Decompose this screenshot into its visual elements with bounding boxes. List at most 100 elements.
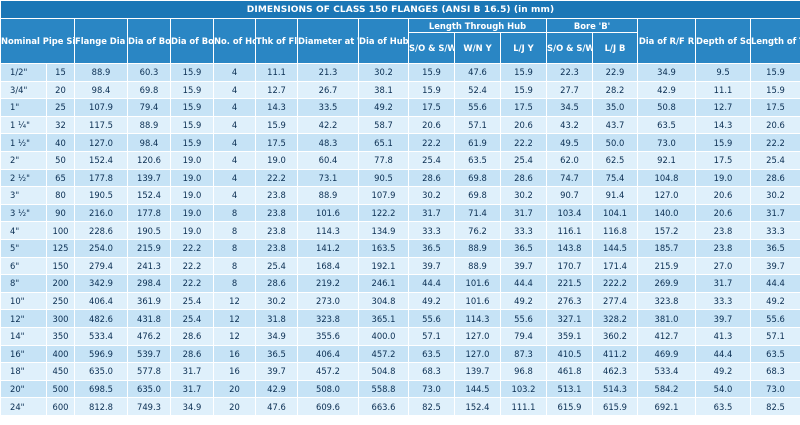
table-cell: 73.0: [637, 133, 696, 152]
table-cell: 812.8: [74, 397, 128, 416]
table-cell: 410.5: [546, 344, 593, 364]
table-cell: 41.3: [695, 326, 751, 346]
cell-nominal-mm: 450: [46, 362, 75, 381]
table-cell: 17.5: [255, 133, 298, 152]
table-cell: 342.9: [74, 274, 128, 293]
table-cell: 34.9: [170, 397, 214, 416]
table-cell: 69.8: [454, 186, 501, 205]
table-cell: 88.9: [127, 115, 171, 135]
cell-nominal-mm: 150: [46, 256, 75, 276]
table-cell: 462.3: [592, 362, 638, 381]
table-cell: 60.3: [127, 63, 171, 82]
table-cell: 469.9: [637, 344, 696, 364]
table-cell: 277.4: [592, 291, 638, 311]
table-cell: 273.0: [297, 291, 359, 311]
table-cell: 23.8: [695, 238, 751, 258]
table-cell: 400.0: [358, 326, 409, 346]
table-cell: 698.5: [74, 379, 128, 399]
table-cell: 577.8: [127, 362, 171, 381]
cell-nominal-inch: 1/2": [0, 63, 47, 82]
table-cell: 69.8: [127, 80, 171, 100]
table-cell: 31.7: [408, 203, 455, 223]
table-cell: 23.8: [695, 221, 751, 240]
table-row: 1 ½" 40 127.0 98.4 15.9 4 17.5 48.3 65.1 22.2 61.9…: [0, 133, 800, 152]
table-cell: 127.0: [74, 133, 128, 152]
table-cell: 4: [213, 150, 256, 170]
table-cell: 152.4: [74, 150, 128, 170]
table-cell: 513.1: [546, 379, 593, 399]
table-cell: 49.2: [695, 362, 751, 381]
table-cell: 42.9: [255, 379, 298, 399]
table-cell: 482.6: [74, 309, 128, 328]
header-nominal-pipe-size: Nominal Pipe Size: [0, 18, 75, 64]
table-cell: 55.6: [454, 98, 501, 117]
cell-nominal-mm: 600: [46, 397, 75, 416]
table-cell: 504.8: [358, 362, 409, 381]
table-cell: 22.2: [170, 238, 214, 258]
table-cell: 144.5: [454, 379, 501, 399]
table-cell: 476.2: [127, 326, 171, 346]
table-cell: 88.9: [454, 238, 501, 258]
table-cell: 28.2: [592, 80, 638, 100]
table-cell: 62.0: [546, 150, 593, 170]
table-cell: 96.8: [500, 362, 547, 381]
table-cell: 60.4: [297, 150, 359, 170]
cell-nominal-inch: 6": [0, 256, 47, 276]
table-cell: 31.7: [749, 203, 800, 223]
table-cell: 79.4: [500, 326, 547, 346]
header-length-lj: L/J Y: [500, 32, 547, 64]
table-cell: 49.2: [500, 291, 547, 311]
cell-nominal-mm: 20: [46, 80, 75, 100]
table-cell: 55.6: [500, 309, 547, 328]
table-cell: 104.1: [592, 203, 638, 223]
table-cell: 4: [213, 168, 256, 188]
cell-nominal-mm: 80: [46, 186, 75, 205]
cell-nominal-inch: 2": [0, 150, 47, 170]
table-cell: 39.7: [500, 256, 547, 276]
table-cell: 114.3: [454, 309, 501, 328]
table-cell: 31.7: [170, 379, 214, 399]
cell-nominal-inch: 3": [0, 186, 47, 205]
cell-nominal-mm: 32: [46, 115, 75, 135]
table-cell: 596.9: [74, 344, 128, 364]
table-cell: 11.1: [695, 80, 751, 100]
table-cell: 28.6: [408, 168, 455, 188]
table-cell: 17.5: [408, 98, 455, 117]
table-cell: 4: [213, 98, 256, 117]
table-cell: 615.9: [546, 397, 593, 416]
table-cell: 168.4: [297, 256, 359, 276]
table-cell: 4: [213, 63, 256, 82]
table-cell: 20.6: [500, 115, 547, 135]
table-cell: 12: [213, 326, 256, 346]
table-cell: 12: [213, 291, 256, 311]
table-cell: 23.8: [255, 186, 298, 205]
table-cell: 323.8: [637, 291, 696, 311]
table-row: 8" 200 342.9 298.4 22.2 8 28.6 219.2 246.1 44.4 10…: [0, 274, 800, 293]
table-cell: 68.3: [749, 362, 800, 381]
cell-nominal-inch: 3/4": [0, 80, 47, 100]
table-cell: 276.3: [546, 291, 593, 311]
table-cell: 107.9: [74, 98, 128, 117]
table-cell: 19.0: [255, 150, 298, 170]
table-cell: 215.9: [637, 256, 696, 276]
table-cell: 22.3: [546, 63, 593, 82]
table-cell: 52.4: [454, 80, 501, 100]
table-cell: 55.6: [408, 309, 455, 328]
table-row: 3" 80 190.5 152.4 19.0 4 23.8 88.9 107.9 30.2 69.8…: [0, 186, 800, 205]
table-cell: 49.5: [546, 133, 593, 152]
table-row: 1" 25 107.9 79.4 15.9 4 14.3 33.5 49.2 17.5 55.6 17…: [0, 98, 800, 117]
table-cell: 34.9: [255, 326, 298, 346]
table-cell: 34.9: [637, 63, 696, 82]
table-cell: 17.5: [749, 98, 800, 117]
table-cell: 55.6: [749, 309, 800, 328]
table-cell: 22.2: [170, 274, 214, 293]
table-cell: 127.0: [454, 326, 501, 346]
table-cell: 15.9: [695, 133, 751, 152]
table-cell: 30.2: [255, 291, 298, 311]
table-cell: 88.9: [454, 256, 501, 276]
table-cell: 8: [213, 274, 256, 293]
cell-nominal-mm: 125: [46, 238, 75, 258]
table-cell: 28.6: [255, 274, 298, 293]
table-cell: 31.7: [695, 274, 751, 293]
table-cell: 33.3: [749, 221, 800, 240]
